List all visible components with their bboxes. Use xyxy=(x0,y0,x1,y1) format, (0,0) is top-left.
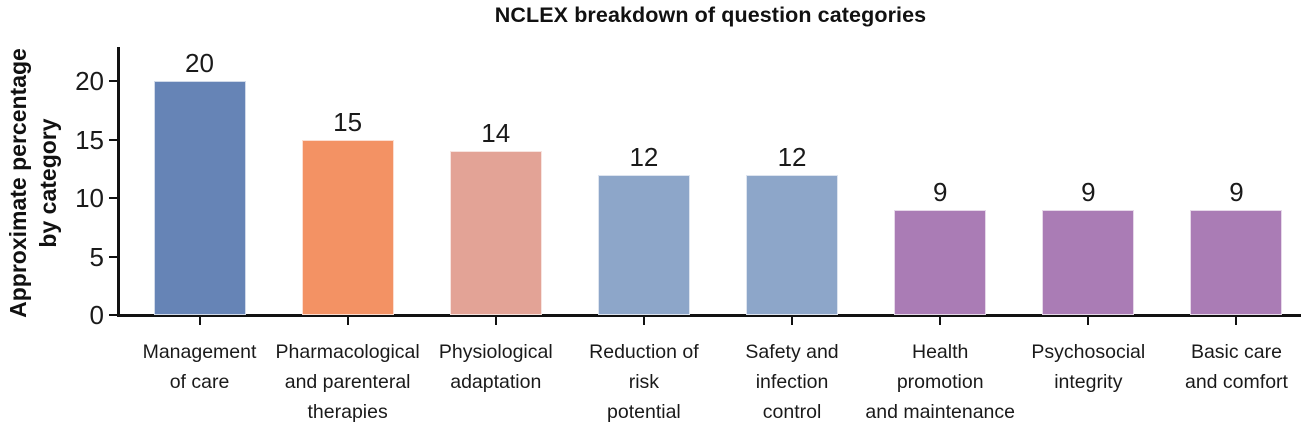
bar-5 xyxy=(746,174,839,315)
bar-6 xyxy=(894,209,987,315)
category-label-line: integrity xyxy=(1054,371,1123,393)
bar-value-label: 20 xyxy=(185,48,214,78)
y-tick-mark xyxy=(109,138,117,141)
category-label: Basic care and comfort xyxy=(1148,337,1301,397)
category-label-line: and maintenance xyxy=(865,401,1015,423)
x-tick-mark xyxy=(1087,316,1090,325)
category-label-line: risk xyxy=(628,371,660,393)
category-label-line: infection xyxy=(755,371,829,393)
category-label: Reduction of risk potential xyxy=(556,337,732,424)
bar-3 xyxy=(449,151,542,315)
bar-value-label: 12 xyxy=(777,141,807,172)
x-tick-mark xyxy=(494,316,497,325)
bar-4 xyxy=(597,174,690,315)
category-label-line: Psychosocial xyxy=(1031,341,1146,363)
category-label-line: adaptation xyxy=(450,371,542,393)
x-tick-mark xyxy=(1235,316,1238,325)
y-tick-label: 15 xyxy=(75,124,104,155)
category-label: Psychosocial integrity xyxy=(1000,337,1176,397)
category-label-line: Pharmacological xyxy=(275,341,420,363)
category-label-line: Basic care xyxy=(1190,341,1282,363)
bar-value-label: 9 xyxy=(1081,176,1096,207)
x-tick-mark xyxy=(198,316,201,325)
category-label-line: of care xyxy=(169,371,230,393)
bar-value-label: 14 xyxy=(481,118,511,149)
category-label-line: Management xyxy=(142,341,257,363)
y-tick-mark xyxy=(109,314,117,316)
category-label-line: Health xyxy=(912,341,969,363)
bar-value-label: 12 xyxy=(629,141,659,172)
y-tick-label: 10 xyxy=(75,183,104,213)
y-tick-mark xyxy=(109,197,117,199)
category-label: Management of care xyxy=(112,337,288,397)
x-tick-mark xyxy=(346,316,349,325)
x-tick-mark xyxy=(939,316,942,325)
y-axis-line xyxy=(117,47,120,316)
bar-value-label: 9 xyxy=(932,176,948,207)
y-tick-mark xyxy=(109,255,117,258)
category-label: Physiological adaptation xyxy=(408,337,584,397)
y-tick-label: 5 xyxy=(89,241,104,272)
category-label-line: and comfort xyxy=(1184,371,1288,393)
bar-2 xyxy=(301,139,394,315)
category-label-line: Physiological xyxy=(438,341,553,363)
category-label: Safety and infection control xyxy=(704,337,880,424)
bar-8 xyxy=(1190,209,1283,315)
category-label-line: control xyxy=(762,401,822,423)
x-tick-mark xyxy=(642,316,645,325)
category-label: Pharmacological and parenteral therapies xyxy=(260,337,436,424)
x-tick-mark xyxy=(791,316,794,325)
y-tick-label: 20 xyxy=(75,66,104,96)
x-axis-line xyxy=(117,314,1301,317)
category-label-line: Reduction of xyxy=(589,341,699,363)
bar-value-label: 9 xyxy=(1229,176,1244,207)
y-tick-mark xyxy=(109,80,117,82)
category-label-line: therapies xyxy=(307,401,388,423)
bar-7 xyxy=(1042,209,1135,315)
category-label-line: potential xyxy=(607,401,681,423)
category-label-line: and parenteral xyxy=(284,371,411,393)
category-label-line: promotion xyxy=(896,371,984,393)
category-label-line: Safety and xyxy=(745,341,839,363)
bar-value-label: 15 xyxy=(333,106,363,137)
y-tick-label: 0 xyxy=(89,300,104,330)
bar-1 xyxy=(153,81,246,315)
chart-title: NCLEX breakdown of question categories xyxy=(494,3,927,27)
category-label: Health promotion and maintenance xyxy=(852,337,1028,424)
